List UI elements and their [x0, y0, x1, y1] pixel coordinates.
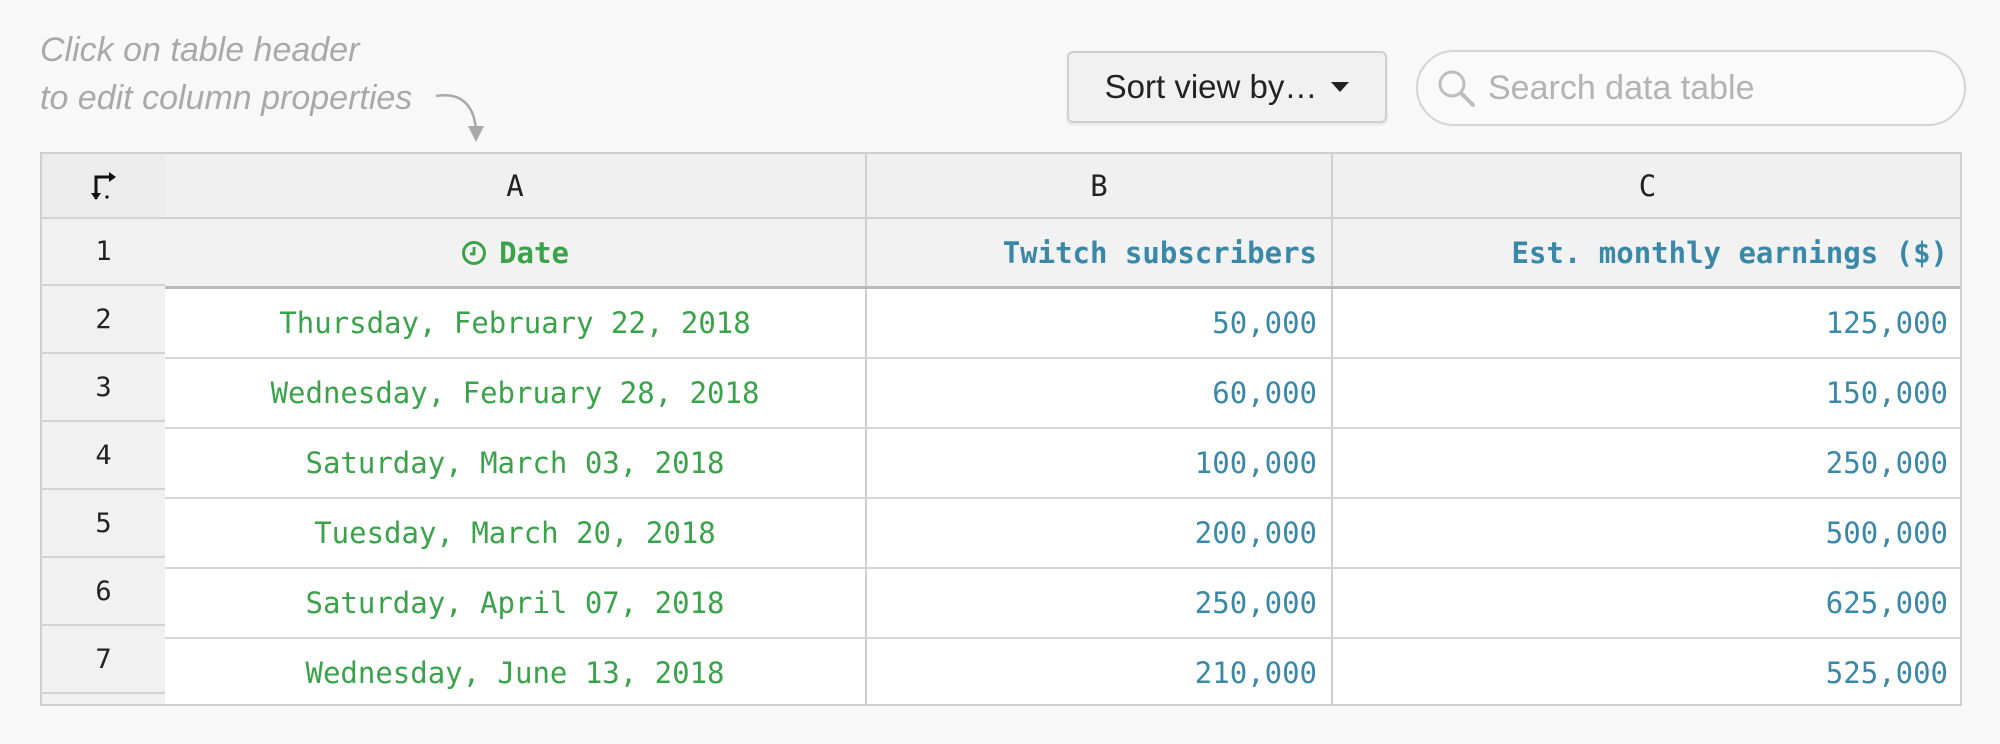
row-number[interactable]: 2 [42, 286, 165, 354]
hint-line-2: to edit column properties [40, 79, 413, 117]
earnings-cell[interactable]: 500,000 [1825, 516, 1948, 550]
field-label: Date [499, 235, 569, 270]
table-row: Wednesday, February 28, 2018 60,000 150,… [165, 359, 1960, 429]
column-edit-hint: Click on table header to edit column pro… [40, 26, 412, 122]
date-cell[interactable]: Wednesday, February 28, 2018 [165, 359, 867, 427]
curved-arrow-icon [435, 94, 484, 142]
subscribers-cell[interactable]: 50,000 [867, 289, 1333, 357]
date-cell[interactable]: Thursday, February 22, 2018 [165, 289, 867, 357]
field-header-est-monthly-earnings[interactable]: Est. monthly earnings ($) [1511, 235, 1949, 270]
row-number[interactable]: 1 [42, 219, 165, 286]
earnings-cell[interactable]: 250,000 [1825, 446, 1948, 480]
clock-icon [462, 240, 487, 265]
table-row: Thursday, February 22, 2018 50,000 125,0… [165, 289, 1960, 359]
search-box[interactable] [1416, 50, 1966, 126]
subscribers-cell[interactable]: 250,000 [867, 569, 1333, 637]
caret-down-icon [1331, 82, 1350, 92]
column-header-c[interactable]: C [1333, 154, 1960, 219]
row-number[interactable]: 7 [42, 626, 165, 694]
column-header-a[interactable]: A [165, 154, 867, 219]
earnings-cell[interactable]: 125,000 [1825, 306, 1948, 340]
data-table: 1 2 3 4 5 6 7 A B C Date Twitch subscrib… [40, 152, 1962, 706]
subscribers-cell[interactable]: 210,000 [867, 639, 1333, 704]
date-cell[interactable]: Saturday, April 07, 2018 [165, 569, 867, 637]
field-name-row: Date Twitch subscribers Est. monthly ear… [165, 219, 1960, 289]
sort-view-dropdown[interactable]: Sort view by… [1067, 51, 1387, 123]
table-row: Saturday, March 03, 2018 100,000 250,000 [165, 429, 1960, 499]
sort-view-label: Sort view by… [1104, 68, 1318, 105]
subscribers-cell[interactable]: 60,000 [867, 359, 1333, 427]
row-number[interactable]: 3 [42, 354, 165, 422]
date-cell[interactable]: Tuesday, March 20, 2018 [165, 499, 867, 567]
subscribers-cell[interactable]: 200,000 [867, 499, 1333, 567]
date-cell[interactable]: Saturday, March 03, 2018 [165, 429, 867, 497]
table-row: Saturday, April 07, 2018 250,000 625,000 [165, 569, 1960, 639]
subscribers-cell[interactable]: 100,000 [867, 429, 1333, 497]
date-cell[interactable]: Wednesday, June 13, 2018 [165, 639, 867, 704]
hint-line-1: Click on table header [40, 31, 360, 69]
table-row: Tuesday, March 20, 2018 200,000 500,000 [165, 499, 1960, 569]
row-number[interactable]: 6 [42, 558, 165, 626]
search-icon [1438, 70, 1475, 107]
column-header-b[interactable]: B [867, 154, 1333, 219]
field-header-twitch-subscribers[interactable]: Twitch subscribers [867, 219, 1333, 286]
row-number-gutter: 1 2 3 4 5 6 7 [42, 154, 167, 704]
transpose-icon [90, 171, 116, 200]
search-input[interactable] [1486, 67, 1930, 109]
earnings-cell[interactable]: 525,000 [1825, 656, 1948, 690]
row-number[interactable]: 5 [42, 490, 165, 558]
field-header-date[interactable]: Date [165, 219, 867, 286]
earnings-cell[interactable]: 625,000 [1825, 586, 1948, 620]
earnings-cell[interactable]: 150,000 [1825, 376, 1948, 410]
transpose-button[interactable] [42, 154, 165, 219]
row-number[interactable]: 4 [42, 422, 165, 490]
table-row: Wednesday, June 13, 2018 210,000 525,000 [165, 639, 1960, 704]
